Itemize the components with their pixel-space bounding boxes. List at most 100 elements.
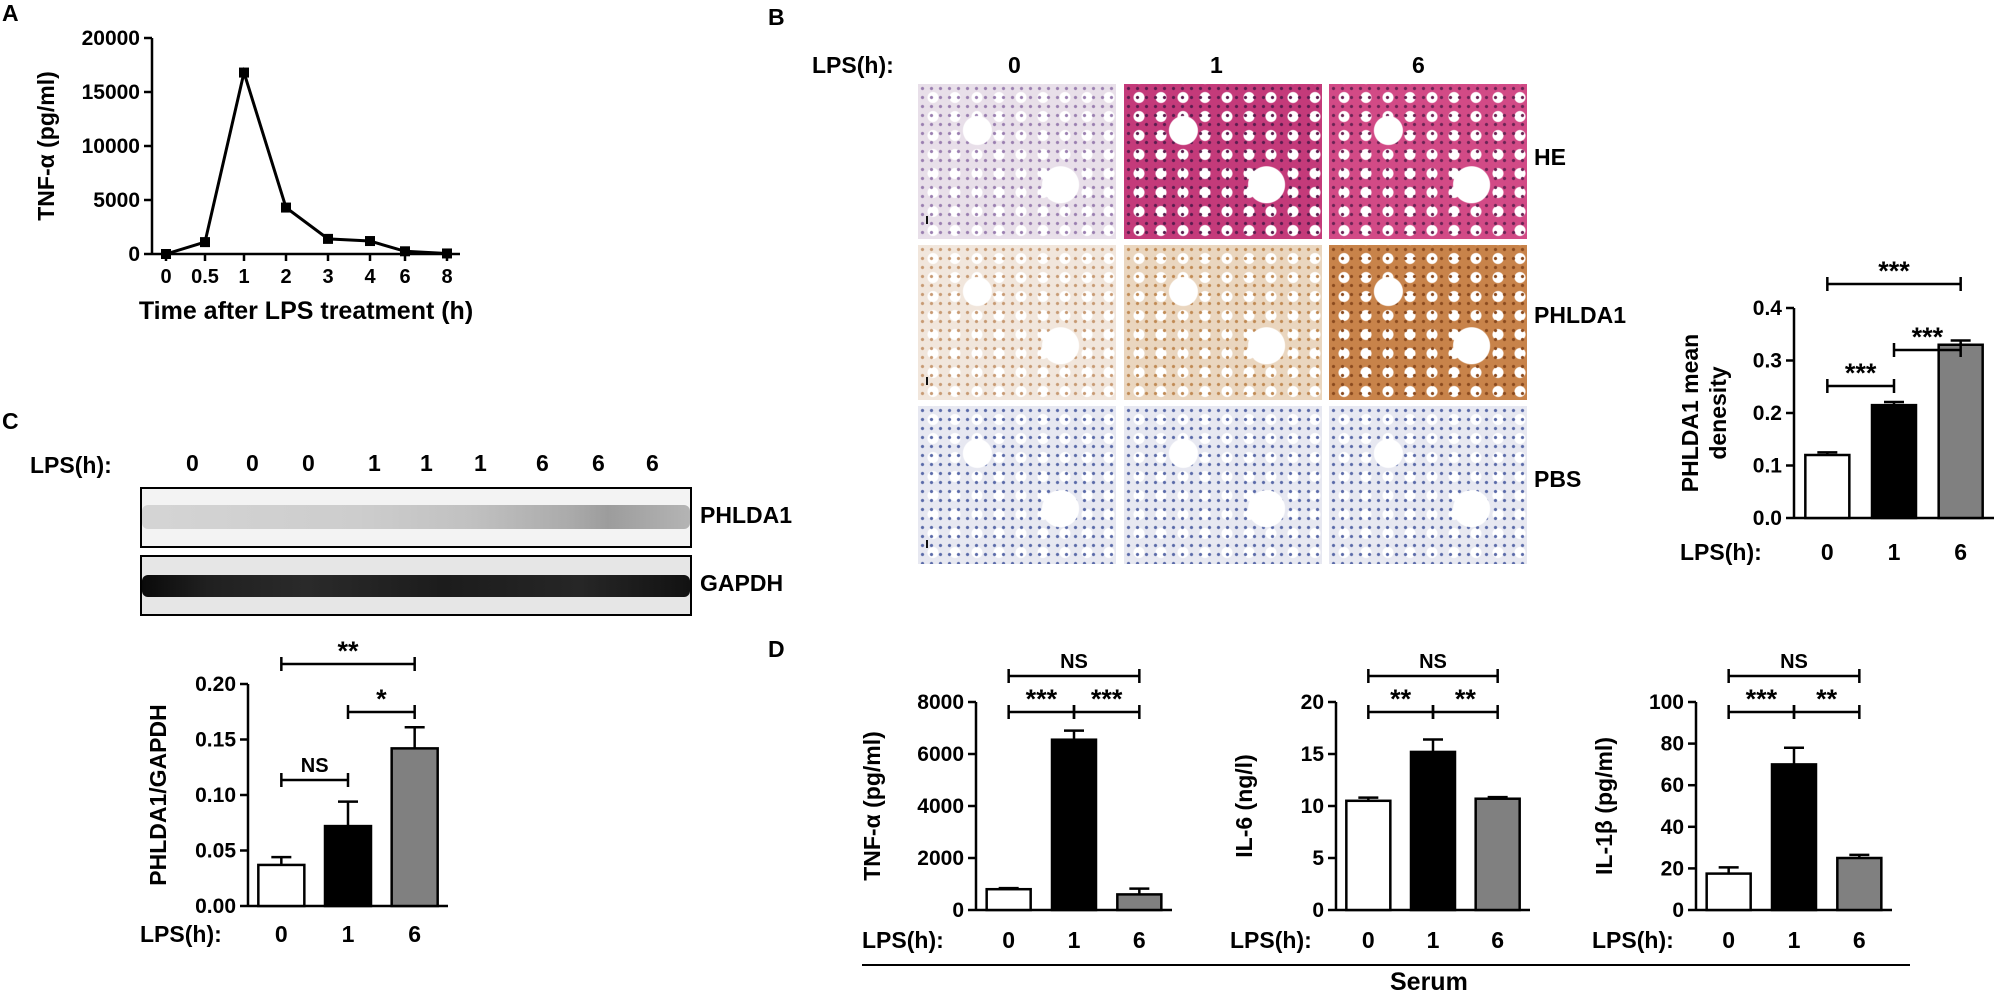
y-tick-label: 0 xyxy=(1312,899,1324,922)
significance-label: *** xyxy=(1912,322,1944,352)
micrograph-he-0h xyxy=(918,84,1116,239)
x-axis-prefix: LPS(h): xyxy=(1592,927,1674,953)
bar xyxy=(1804,453,1851,520)
data-point xyxy=(400,246,410,257)
y-axis-label: PHLDA1/GAPDH xyxy=(145,704,171,885)
blot-lane-label: 1 xyxy=(420,450,433,476)
micrograph-pbs-6h xyxy=(1329,406,1527,564)
micrograph-col-label-0: 0 xyxy=(1008,52,1021,78)
panel-label-d: D xyxy=(768,636,785,662)
scale-bar xyxy=(926,540,928,548)
micrograph-col-label-6: 6 xyxy=(1412,52,1425,78)
x-tick-label: 6 xyxy=(1954,539,1967,565)
bar xyxy=(390,747,439,908)
data-point xyxy=(281,202,291,213)
significance-label: *** xyxy=(1845,358,1877,388)
y-axis-label: TNF-α (pg/ml) xyxy=(33,71,59,221)
micrograph-row-label-pbs: PBS xyxy=(1534,466,1582,492)
x-axis-label: Time after LPS treatment (h) xyxy=(139,297,473,325)
y-axis-label: PHLDA1 meandenesity xyxy=(1677,334,1731,492)
blot-band xyxy=(142,505,690,529)
x-tick-label: 0 xyxy=(160,266,171,288)
x-tick-label: 4 xyxy=(364,266,376,288)
blot-gapdh-label: GAPDH xyxy=(700,570,784,596)
blot-gapdh xyxy=(140,555,692,616)
y-tick-label: 10000 xyxy=(82,135,140,158)
y-tick-label: 20000 xyxy=(82,27,140,50)
micrograph-row-label-phlda1: PHLDA1 xyxy=(1534,302,1627,328)
x-tick-label: 6 xyxy=(399,266,410,288)
y-tick-label: 5000 xyxy=(93,189,140,212)
blot-lane-label: 6 xyxy=(646,450,659,476)
x-axis-prefix: LPS(h): xyxy=(862,927,944,953)
x-tick-label: 1 xyxy=(1068,927,1081,953)
significance-label: *** xyxy=(1746,684,1778,714)
y-tick-label: 0.05 xyxy=(195,840,236,863)
significance-label: NS xyxy=(301,755,329,777)
x-axis-prefix: LPS(h): xyxy=(140,921,222,947)
y-tick-label: 15 xyxy=(1301,743,1325,766)
bar xyxy=(1770,763,1818,912)
x-tick-label: 1 xyxy=(1888,539,1901,565)
serum-caption: Serum xyxy=(1390,968,1468,996)
blot-lane-label: 6 xyxy=(536,450,549,476)
y-tick-label: 20 xyxy=(1301,691,1324,714)
bar xyxy=(1836,856,1883,912)
data-point xyxy=(442,248,452,259)
x-axis-prefix: LPS(h): xyxy=(1230,927,1312,953)
x-tick-label: 2 xyxy=(280,266,291,288)
micrograph-phlda1-0h xyxy=(918,245,1116,400)
y-tick-label: 60 xyxy=(1661,774,1684,797)
x-tick-label: 1 xyxy=(238,266,249,288)
y-tick-label: 0.4 xyxy=(1753,297,1783,320)
y-tick-label: 100 xyxy=(1649,691,1684,714)
y-axis-label: IL-6 (ng/l) xyxy=(1231,754,1257,857)
x-tick-label: 8 xyxy=(441,266,452,288)
scale-bar xyxy=(926,377,928,385)
y-tick-label: 15000 xyxy=(82,81,140,104)
y-tick-label: 5 xyxy=(1312,847,1324,870)
y-tick-label: 0 xyxy=(128,243,140,266)
blot-lane-label: 1 xyxy=(474,450,487,476)
y-tick-label: 80 xyxy=(1661,733,1684,756)
bar xyxy=(1474,797,1521,912)
significance-label: *** xyxy=(1091,684,1123,714)
y-tick-label: 4000 xyxy=(917,795,964,818)
blot-lane-label: 0 xyxy=(302,450,315,476)
bar xyxy=(1050,738,1098,912)
x-tick-label: 0 xyxy=(1002,927,1015,953)
series-line xyxy=(165,66,448,256)
y-tick-label: 0.00 xyxy=(195,895,236,918)
y-tick-label: 0.2 xyxy=(1753,402,1782,425)
x-axis-prefix: LPS(h): xyxy=(1680,539,1762,565)
data-point xyxy=(200,237,210,248)
y-tick-label: 8000 xyxy=(917,691,964,714)
blot-phlda1 xyxy=(140,487,692,548)
x-tick-label: 0.5 xyxy=(191,266,219,288)
blot-band xyxy=(142,575,690,597)
significance-label: NS xyxy=(1419,651,1447,673)
x-tick-label: 6 xyxy=(1133,927,1146,953)
serum-divider xyxy=(862,964,1910,966)
y-axis-label: IL-1β (pg/ml) xyxy=(1591,737,1617,875)
x-tick-label: 6 xyxy=(1491,927,1504,953)
micrograph-pbs-1h xyxy=(1124,406,1322,564)
y-tick-label: 0 xyxy=(952,899,964,922)
x-tick-label: 1 xyxy=(342,921,355,947)
significance-label: ** xyxy=(1390,684,1412,714)
micrograph-phlda1-6h xyxy=(1329,245,1527,400)
significance-label: *** xyxy=(1026,684,1058,714)
y-tick-label: 0.20 xyxy=(195,673,236,696)
panel-label-b: B xyxy=(768,4,785,30)
y-axis-label: TNF-α (pg/ml) xyxy=(859,731,885,881)
x-tick-label: 0 xyxy=(1821,539,1834,565)
blot-lane-label: 6 xyxy=(592,450,605,476)
y-tick-label: 6000 xyxy=(917,743,964,766)
blot-lane-label: 0 xyxy=(246,450,259,476)
data-point xyxy=(365,236,375,247)
bar xyxy=(1705,872,1752,912)
y-tick-label: 0 xyxy=(1672,899,1684,922)
blot-lps-label: LPS(h): xyxy=(30,452,112,478)
micrograph-he-1h xyxy=(1124,84,1322,239)
